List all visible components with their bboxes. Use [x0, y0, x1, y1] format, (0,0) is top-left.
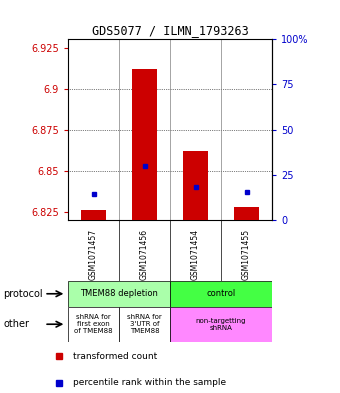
Text: shRNA for
first exon
of TMEM88: shRNA for first exon of TMEM88	[74, 314, 113, 334]
Text: other: other	[3, 319, 29, 329]
Text: GSM1071456: GSM1071456	[140, 229, 149, 280]
Text: TMEM88 depletion: TMEM88 depletion	[80, 289, 158, 298]
Text: control: control	[206, 289, 236, 298]
Bar	[68, 281, 170, 307]
Bar	[170, 307, 272, 342]
Bar	[170, 281, 272, 307]
Text: non-targetting
shRNA: non-targetting shRNA	[196, 318, 246, 331]
Bar	[68, 307, 119, 342]
Text: protocol: protocol	[3, 289, 43, 299]
Text: percentile rank within the sample: percentile rank within the sample	[73, 378, 226, 387]
Text: shRNA for
3'UTR of
TMEM88: shRNA for 3'UTR of TMEM88	[127, 314, 162, 334]
Text: GSM1071454: GSM1071454	[191, 229, 200, 280]
Bar	[132, 69, 157, 220]
Bar	[81, 210, 106, 220]
Bar	[183, 151, 208, 220]
Text: GSM1071457: GSM1071457	[89, 229, 98, 280]
Text: transformed count: transformed count	[73, 352, 157, 361]
Text: GSM1071455: GSM1071455	[242, 229, 251, 280]
Bar	[119, 307, 170, 342]
Title: GDS5077 / ILMN_1793263: GDS5077 / ILMN_1793263	[91, 24, 249, 37]
Bar	[234, 207, 259, 220]
